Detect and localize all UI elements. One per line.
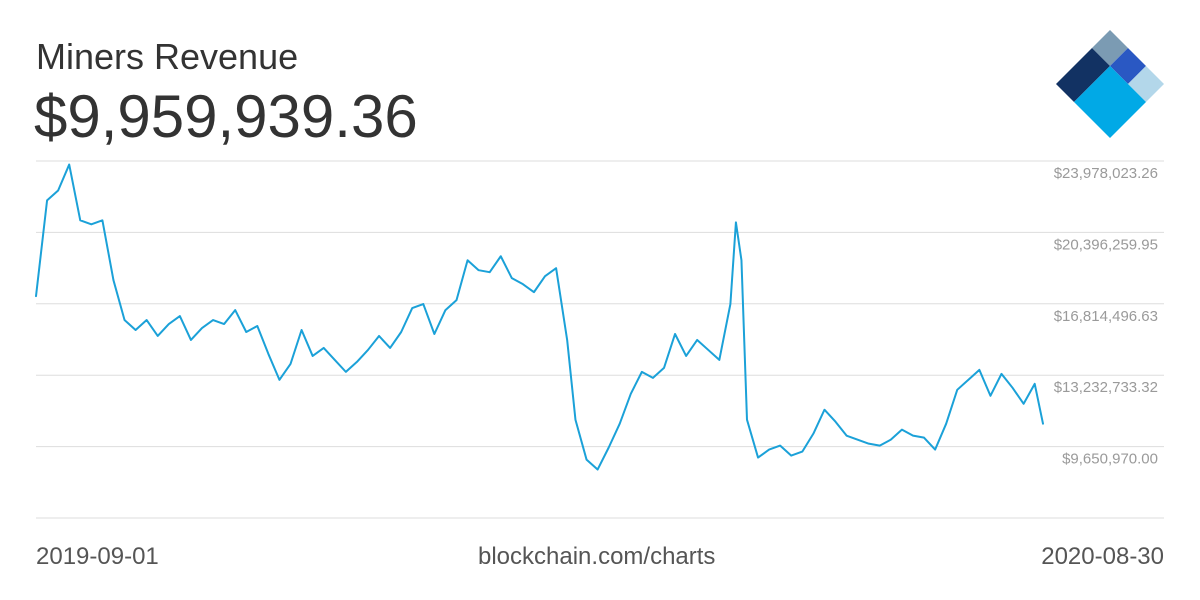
y-axis-labels: $9,650,970.00 $13,232,733.32 $16,814,496.6… (1054, 165, 1158, 468)
x-axis-start-date: 2019-09-01 (36, 543, 159, 570)
y-tick-label: $9,650,970.00 (1062, 451, 1158, 468)
logo-left-segment (1056, 48, 1110, 102)
source-label: blockchain.com/charts (478, 543, 716, 570)
blockchain-logo-icon (1056, 30, 1164, 138)
grid-layer (36, 160, 1164, 519)
logo-bottom-segment (1074, 66, 1146, 138)
x-axis-end-date: 2020-08-30 (1041, 543, 1164, 570)
y-tick-label: $16,814,496.63 (1054, 308, 1158, 325)
chart-title: Miners Revenue (36, 36, 299, 77)
y-tick-label: $13,232,733.32 (1054, 379, 1158, 396)
revenue-line-series (35, 163, 1044, 471)
y-tick-label: $23,978,023.26 (1054, 165, 1158, 182)
current-value: $9,959,939.36 (34, 83, 418, 150)
y-tick-label: $20,396,259.95 (1054, 236, 1158, 253)
